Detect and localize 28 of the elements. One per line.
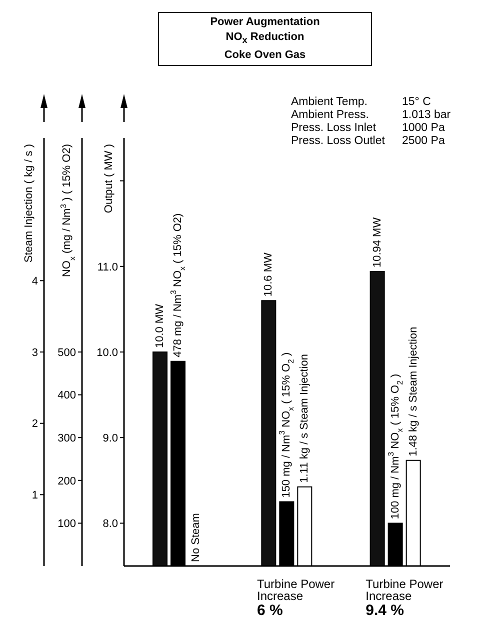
text: Ambient Press. 1.013 bar xyxy=(291,109,451,121)
y-tick-label: 9.0 xyxy=(102,432,118,445)
y2-tick-label: 100 xyxy=(58,518,76,530)
y-tick-label: 10.0 xyxy=(96,346,118,359)
data-label: 1.48 kg / s Steam Injection xyxy=(407,326,420,456)
y3-tick-label: 1 xyxy=(32,490,38,502)
y3-axis-title: Steam Injection ( kg / s ) xyxy=(23,144,35,263)
chart-title: Power Augmentation NO$_{x}$ Reduction Coke Oven Gas xyxy=(159,15,371,64)
y-axis-title: Output ( MW ) xyxy=(103,144,115,214)
y3-tick-label: 4 xyxy=(32,276,38,288)
data-label: 1.11 kg / s Steam Injection xyxy=(298,354,311,483)
y2-tick-label: 500 xyxy=(58,346,76,359)
y3-tick-label: 3 xyxy=(32,346,38,359)
y2-tick-label: 200 xyxy=(58,475,76,488)
y-tick-label: 8.0 xyxy=(102,518,118,530)
x-tick-label: Turbine Power Increase 6 % xyxy=(257,577,335,619)
data-label: 10.6 MW xyxy=(262,252,275,297)
text: Ambient Temp. 15° C xyxy=(291,96,431,108)
x-tick-label: Turbine Power Increase 9.4 % xyxy=(366,577,444,619)
data-label: 10.0 MW xyxy=(154,303,166,348)
text: No Steam xyxy=(190,513,202,562)
text: Press. Loss Inlet 1000 Pa xyxy=(291,122,445,134)
y2-tick-label: 400 xyxy=(58,390,76,402)
y2-tick-label: 300 xyxy=(58,432,76,445)
data-label: 10.94 MW xyxy=(371,216,384,268)
text: Press. Loss Outlet 2500 Pa xyxy=(291,135,445,147)
y-tick-label: 11.0 xyxy=(97,261,118,274)
y3-tick-label: 2 xyxy=(32,418,38,430)
